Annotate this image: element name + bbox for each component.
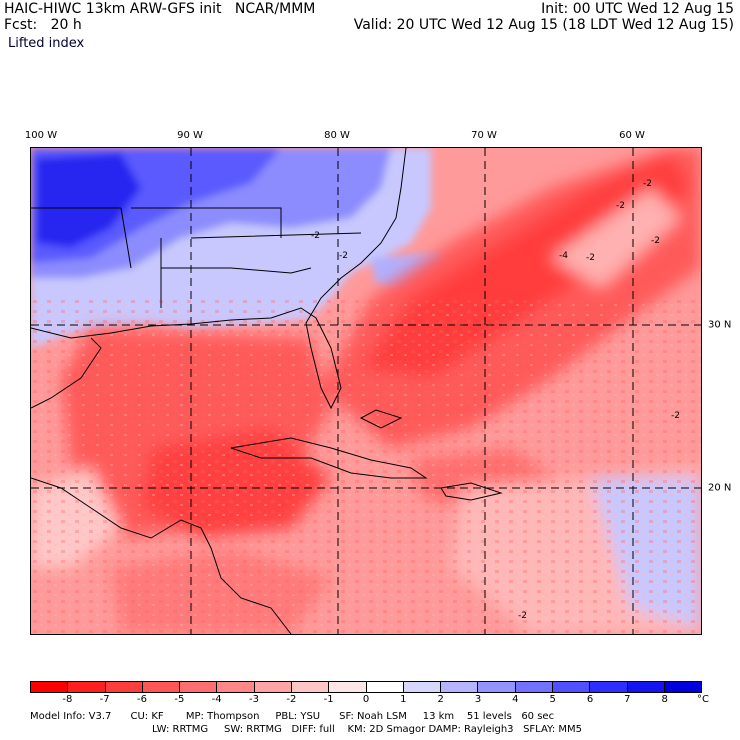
color-swatch: [515, 682, 553, 692]
model-info-line-1: Model Info: V3.7 CU: KF MP: Thompson PBL…: [30, 711, 555, 722]
color-swatch: [68, 682, 106, 692]
color-swatch: [627, 682, 665, 692]
color-scale-tick: -8: [62, 694, 73, 705]
lat-label-30n: 30 N: [708, 319, 732, 331]
lon-label-80w: 80 W: [324, 130, 350, 141]
lon-label-90w: 90 W: [177, 130, 203, 141]
color-scale-tick: 3: [474, 694, 482, 705]
color-scale-tick: 4: [512, 694, 519, 705]
color-scale-tick: -3: [249, 694, 259, 705]
color-swatch: [441, 682, 479, 692]
color-swatch: [590, 682, 628, 692]
color-scale-labels: -8 -7 -6 -5 -4 -3 -2 -1 0 1 2 3 4 5 6 7 8: [30, 694, 702, 706]
contour-labels: -2 -2 -2 -2 -4 -2 -2 -2 -2: [311, 179, 680, 621]
valid-time: Valid: 20 UTC Wed 12 Aug 15 (18 LDT Wed …: [353, 17, 734, 33]
color-scale: [30, 681, 702, 693]
color-swatch: [329, 682, 367, 692]
lon-label-100w: 100 W: [24, 130, 58, 141]
color-swatch: [552, 682, 591, 692]
color-scale-tick: 5: [549, 694, 556, 705]
color-scale-tick: -4: [211, 694, 222, 705]
coastlines: [31, 148, 503, 634]
color-swatch: [31, 682, 69, 692]
convective-texture: [31, 298, 701, 634]
lon-label-60w: 60 W: [619, 130, 645, 141]
contour-label: -2: [339, 251, 348, 261]
color-scale-tick: -5: [174, 694, 185, 705]
variable-name: Lifted index: [8, 36, 85, 51]
lat-label-20n: 20 N: [708, 482, 732, 494]
contour-label: -2: [586, 253, 595, 263]
contour-label: -2: [651, 236, 660, 246]
contour-label: -4: [559, 251, 568, 261]
color-swatch: [366, 682, 404, 692]
color-swatch: [142, 682, 181, 692]
forecast-hour: Fcst: 20 h: [4, 17, 82, 33]
lon-label-70w: 70 W: [471, 130, 497, 141]
color-swatch: [180, 682, 218, 692]
color-scale-tick: 7: [624, 694, 631, 705]
contour-label: -2: [643, 179, 652, 189]
color-swatch: [403, 682, 442, 692]
color-scale-tick: 1: [400, 694, 407, 705]
model-info-line-2: LW: RRTMG SW: RRTMG DIFF: full KM: 2D Sm…: [152, 724, 582, 735]
init-time: Init: 00 UTC Wed 12 Aug 15: [541, 1, 734, 17]
color-swatch: [217, 682, 255, 692]
color-scale-tick: -6: [137, 694, 147, 705]
color-swatch: [664, 682, 702, 692]
color-swatch: [105, 682, 143, 692]
color-swatch: [478, 682, 516, 692]
color-swatch: [291, 682, 330, 692]
color-swatch: [254, 682, 292, 692]
color-scale-tick: -1: [323, 694, 334, 705]
color-scale-tick: 6: [586, 694, 594, 705]
model-title: HAIC-HIWC 13km ARW-GFS init NCAR/MMM: [4, 1, 316, 17]
lifted-index-map: -2 -2 -2 -2 -4 -2 -2 -2 -2: [30, 147, 702, 635]
latlon-grid: [31, 148, 701, 634]
color-scale-tick: 0: [362, 694, 370, 705]
contour-label: -2: [671, 411, 680, 421]
contour-label: -2: [311, 231, 320, 241]
color-scale-tick: -2: [286, 694, 297, 705]
color-scale-unit: °C: [697, 694, 709, 705]
color-scale-tick: 8: [661, 694, 668, 705]
color-scale-tick: -7: [99, 694, 110, 705]
color-scale-tick: 2: [437, 694, 444, 705]
contour-label: -2: [616, 201, 625, 211]
contour-label: -2: [518, 611, 527, 621]
